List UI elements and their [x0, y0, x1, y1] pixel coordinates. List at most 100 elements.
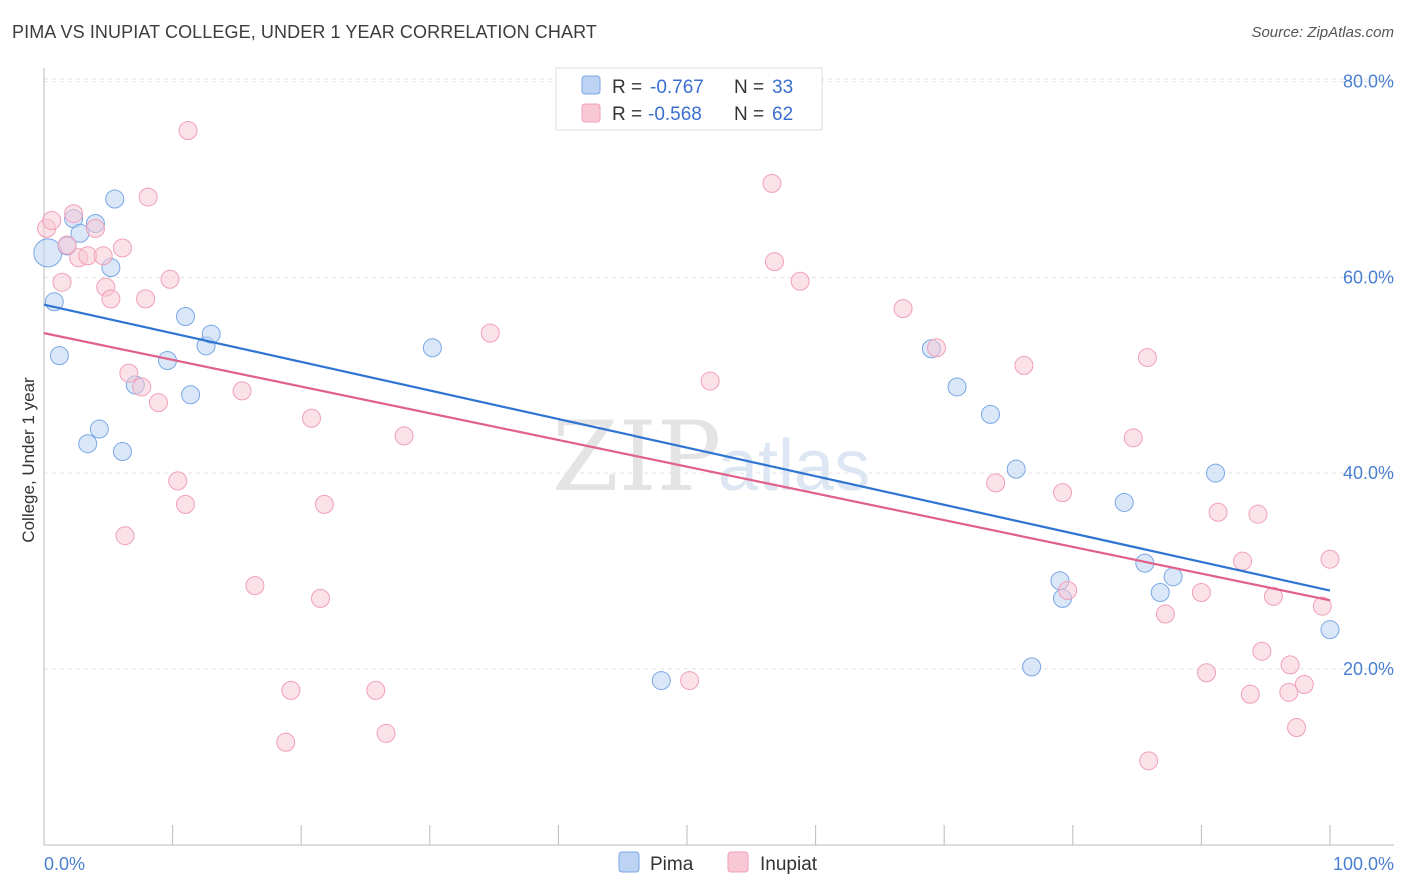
y-tick-labels: 20.0% 40.0% 60.0% 80.0%	[1343, 72, 1394, 679]
point-pima-7	[105, 189, 125, 209]
point-inupiat-26	[301, 408, 321, 428]
point-pima-14	[175, 306, 195, 326]
legend-r-label-inupiat: R =	[612, 104, 642, 125]
point-inupiat-13	[132, 377, 152, 397]
legend-swatch-inupiat	[581, 103, 601, 123]
point-inupiat-53	[1248, 504, 1268, 524]
bottom-legend: Pima Inupiat	[618, 851, 818, 875]
point-inupiat-21	[115, 526, 135, 546]
x-tick-labels: 0.0% 100.0%	[44, 854, 1394, 874]
point-inupiat-17	[160, 269, 180, 289]
y-tick-label-80: 80.0%	[1343, 72, 1394, 92]
point-inupiat-29	[366, 680, 386, 700]
point-pima-9	[78, 434, 98, 454]
point-inupiat-24	[281, 680, 301, 700]
point-inupiat-32	[480, 323, 500, 343]
point-inupiat-37	[790, 271, 810, 291]
point-inupiat-51	[1233, 551, 1253, 571]
legend-n-value-pima: 33	[772, 77, 793, 98]
point-pima-10	[89, 419, 109, 439]
point-inupiat-33	[680, 671, 700, 691]
point-pima-17	[201, 324, 221, 344]
trend-lines	[43, 303, 1331, 602]
point-pima-30	[1163, 567, 1183, 587]
point-inupiat-43	[1058, 581, 1078, 601]
point-inupiat-58	[1287, 718, 1307, 738]
point-pima-29	[1150, 582, 1170, 602]
bottom-legend-label-inupiat: Inupiat	[760, 854, 818, 875]
point-inupiat-47	[1155, 604, 1175, 624]
point-inupiat-16	[148, 393, 168, 413]
point-inupiat-46	[1139, 751, 1159, 771]
point-inupiat-30	[376, 723, 396, 743]
point-pima-15	[181, 385, 201, 405]
point-inupiat-39	[926, 338, 946, 358]
point-inupiat-27	[310, 588, 330, 608]
point-inupiat-1	[42, 211, 62, 231]
point-pima-31	[1206, 463, 1226, 483]
point-inupiat-59	[1294, 674, 1314, 694]
legend-r-label-pima: R =	[612, 77, 642, 98]
point-inupiat-19	[175, 494, 195, 514]
legend-n-label-inupiat: N =	[734, 104, 764, 125]
point-inupiat-44	[1123, 428, 1143, 448]
point-inupiat-34	[700, 371, 720, 391]
bottom-legend-label-pima: Pima	[650, 854, 694, 875]
x-tick-label-min: 0.0%	[44, 854, 85, 874]
point-inupiat-10	[101, 289, 121, 309]
y-tick-label-40: 40.0%	[1343, 463, 1394, 483]
legend-n-label-pima: N =	[734, 77, 764, 98]
bottom-legend-swatch-inupiat	[727, 851, 749, 873]
point-inupiat-54	[1252, 641, 1272, 661]
point-inupiat-20	[178, 121, 198, 141]
point-inupiat-3	[57, 235, 77, 255]
watermark: ZIP atlas	[552, 401, 870, 513]
point-inupiat-49	[1197, 663, 1217, 683]
point-inupiat-36	[764, 252, 784, 272]
x-tick-label-max: 100.0%	[1333, 854, 1394, 874]
trend-line-pima	[43, 303, 1331, 592]
watermark-atlas: atlas	[718, 426, 870, 506]
point-inupiat-12	[119, 363, 139, 383]
point-inupiat-45	[1137, 348, 1157, 368]
point-inupiat-14	[136, 289, 156, 309]
legend-swatch-pima	[581, 75, 601, 95]
axes	[43, 68, 1394, 846]
point-inupiat-61	[1320, 549, 1340, 569]
point-inupiat-35	[762, 173, 782, 193]
point-inupiat-40	[986, 473, 1006, 493]
bottom-legend-swatch-pima	[618, 851, 640, 873]
grid-lines	[44, 78, 1394, 670]
point-inupiat-8	[93, 246, 113, 266]
trend-line-inupiat	[43, 332, 1331, 602]
point-inupiat-55	[1263, 586, 1283, 606]
point-inupiat-18	[168, 471, 188, 491]
point-inupiat-41	[1014, 355, 1034, 375]
legend-n-value-inupiat: 62	[772, 104, 793, 125]
point-pima-0	[33, 238, 63, 268]
point-inupiat-22	[232, 381, 252, 401]
legend-r-value-inupiat: -0.568	[648, 104, 702, 125]
point-inupiat-11	[112, 238, 132, 258]
point-inupiat-7	[85, 218, 105, 238]
point-inupiat-52	[1240, 684, 1260, 704]
point-inupiat-50	[1208, 502, 1228, 522]
point-inupiat-2	[52, 272, 72, 292]
point-pima-24	[1022, 657, 1042, 677]
point-pima-18	[422, 338, 442, 358]
point-inupiat-56	[1279, 682, 1299, 702]
point-inupiat-42	[1053, 483, 1073, 503]
y-tick-label-20: 20.0%	[1343, 659, 1394, 679]
point-inupiat-25	[276, 732, 296, 752]
point-pima-2	[49, 346, 69, 366]
y-tick-label-60: 60.0%	[1343, 267, 1394, 287]
point-pima-19	[651, 671, 671, 691]
point-inupiat-48	[1191, 582, 1211, 602]
point-inupiat-15	[138, 187, 158, 207]
chart-title: PIMA VS INUPIAT COLLEGE, UNDER 1 YEAR CO…	[12, 22, 597, 42]
data-points	[33, 121, 1340, 771]
legend-r-value-pima: -0.767	[650, 77, 704, 98]
point-inupiat-23	[245, 576, 265, 596]
point-pima-22	[980, 404, 1000, 424]
